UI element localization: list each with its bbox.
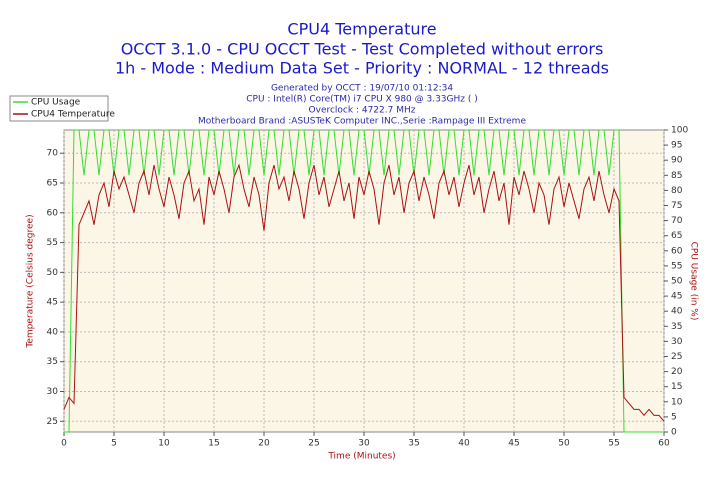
y2-tick-label: 30 [671,337,683,347]
y-tick-label: 35 [47,357,58,367]
chart-title: CPU4 Temperature [287,20,436,39]
y-tick-label: 65 [47,179,58,189]
y-tick-label: 55 [47,238,58,248]
y2-tick-label: 0 [671,428,677,438]
x-tick-label: 50 [558,439,570,449]
info-line: Motherboard Brand :ASUSTeK Computer INC.… [198,117,526,127]
x-tick-label: 60 [658,439,670,449]
y-axis-label: Temperature (Celsius degree) [26,214,36,348]
x-tick-label: 55 [608,439,619,449]
legend-label: CPU4 Temperature [31,110,115,120]
y2-axis-label: CPU Usage (in %) [689,242,699,321]
y2-tick-label: 20 [671,367,683,377]
y-tick-label: 40 [47,327,59,337]
x-tick-label: 15 [208,439,219,449]
x-tick-label: 35 [408,439,419,449]
y2-tick-label: 85 [671,171,682,181]
y2-tick-label: 5 [671,412,677,422]
x-tick-label: 10 [158,439,170,449]
x-tick-label: 40 [458,439,470,449]
legend-label: CPU Usage [31,98,81,108]
info-line: Generated by OCCT : 19/07/10 01:12:34 [271,84,453,94]
info-line: CPU : Intel(R) Core(TM) i7 CPU X 980 @ 3… [246,95,478,105]
x-tick-label: 25 [308,439,319,449]
y-tick-label: 30 [47,387,59,397]
chart-subtitle: OCCT 3.1.0 - CPU OCCT Test - Test Comple… [121,40,604,59]
y2-tick-label: 60 [671,246,683,256]
info-line: Overclock : 4722.7 MHz [309,106,416,116]
y2-tick-label: 50 [671,277,683,287]
line-series [63,163,665,422]
x-tick-label: 20 [258,439,270,449]
y2-tick-label: 35 [671,322,682,332]
y2-tick-label: 45 [671,292,682,302]
y2-tick-label: 25 [671,352,682,362]
y2-tick-label: 90 [671,156,683,166]
y2-tick-label: 15 [671,382,682,392]
legend-box [9,95,109,122]
y2-tick-label: 70 [671,216,683,226]
y2-tick-label: 100 [671,126,688,136]
y-tick-label: 60 [47,208,59,218]
y-tick-label: 45 [47,298,58,308]
x-tick-label: 45 [508,439,519,449]
plot-area [63,129,665,433]
y2-tick-label: 55 [671,261,682,271]
x-tick-label: 0 [61,439,67,449]
y2-tick-label: 80 [671,186,683,196]
chart-subtitle: 1h - Mode : Medium Data Set - Priority :… [115,59,609,78]
y2-tick-label: 75 [671,201,682,211]
y-tick-label: 25 [47,417,58,427]
x-axis-label: Time (Minutes) [327,452,395,462]
y-tick-label: 50 [47,268,59,278]
y2-tick-label: 40 [671,307,683,317]
y2-tick-label: 10 [671,397,683,407]
x-tick-label: 5 [111,439,117,449]
x-tick-label: 30 [358,439,370,449]
y2-tick-label: 65 [671,231,682,241]
y-tick-label: 70 [47,149,59,159]
y2-tick-label: 95 [671,141,682,151]
line-series [64,129,664,433]
